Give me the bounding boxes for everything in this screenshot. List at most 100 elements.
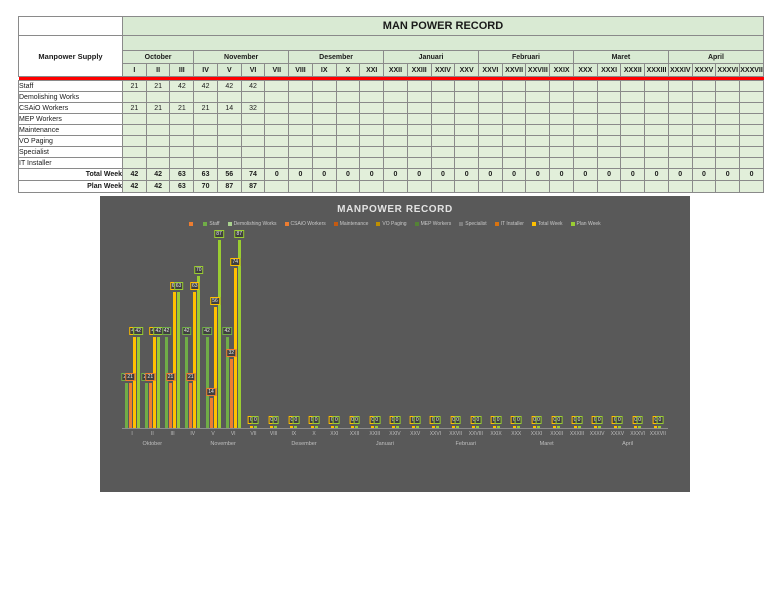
cell[interactable]: [478, 135, 503, 147]
cell[interactable]: [122, 113, 147, 125]
cell[interactable]: [406, 80, 432, 92]
cell[interactable]: [739, 146, 764, 158]
cell[interactable]: [620, 80, 646, 92]
cell[interactable]: 0: [739, 168, 764, 181]
cell[interactable]: [667, 180, 693, 193]
cell[interactable]: [240, 157, 266, 169]
cell[interactable]: [596, 124, 622, 136]
cell[interactable]: [596, 180, 622, 193]
cell[interactable]: [644, 157, 669, 169]
cell[interactable]: [644, 80, 669, 92]
cell[interactable]: [240, 135, 266, 147]
cell[interactable]: [739, 91, 764, 103]
cell[interactable]: [406, 180, 432, 193]
cell[interactable]: [288, 124, 313, 136]
cell[interactable]: [193, 113, 218, 125]
cell[interactable]: [572, 124, 598, 136]
cell[interactable]: [549, 157, 574, 169]
cell[interactable]: [335, 102, 361, 114]
cell[interactable]: [691, 91, 717, 103]
cell[interactable]: 21: [145, 102, 171, 114]
week-header[interactable]: VI: [240, 63, 266, 77]
cell[interactable]: [359, 102, 385, 114]
cell[interactable]: [454, 157, 480, 169]
cell[interactable]: [667, 135, 693, 147]
cell[interactable]: [620, 146, 646, 158]
week-header[interactable]: XXIV: [430, 63, 456, 77]
cell[interactable]: [620, 124, 646, 136]
cell[interactable]: [359, 113, 385, 125]
cell[interactable]: [501, 157, 527, 169]
week-header[interactable]: XXVIII: [525, 63, 551, 77]
cell[interactable]: [501, 102, 527, 114]
cell[interactable]: [311, 102, 337, 114]
cell[interactable]: 42: [122, 180, 147, 193]
cell[interactable]: [288, 180, 313, 193]
legend-item[interactable]: CSAiO Workers: [284, 221, 326, 227]
cell[interactable]: [264, 180, 290, 193]
cell[interactable]: [715, 113, 741, 125]
cell[interactable]: [572, 135, 598, 147]
cell[interactable]: [572, 102, 598, 114]
cell[interactable]: 0: [264, 168, 290, 181]
cell[interactable]: [264, 124, 290, 136]
total-week-label[interactable]: Total Week: [18, 168, 123, 181]
cell[interactable]: [667, 146, 693, 158]
cell[interactable]: [478, 91, 503, 103]
cell[interactable]: [501, 124, 527, 136]
cell[interactable]: [216, 113, 242, 125]
cell[interactable]: [383, 80, 408, 92]
cell[interactable]: [501, 113, 527, 125]
cell[interactable]: [169, 135, 195, 147]
cell[interactable]: [145, 91, 171, 103]
cell[interactable]: [667, 102, 693, 114]
cell[interactable]: [430, 91, 456, 103]
cell[interactable]: [620, 102, 646, 114]
week-header[interactable]: II: [145, 63, 171, 77]
cell[interactable]: 0: [572, 168, 598, 181]
manpower-chart[interactable]: MANPOWER RECORD Staff Demolishing Works CS…: [100, 196, 690, 492]
cell[interactable]: 56: [216, 168, 242, 181]
cell[interactable]: [596, 135, 622, 147]
cell[interactable]: 0: [715, 168, 741, 181]
row-label[interactable]: VO Paging: [18, 135, 123, 147]
cell[interactable]: 0: [311, 168, 337, 181]
cell[interactable]: [478, 124, 503, 136]
cell[interactable]: 63: [169, 168, 195, 181]
cell[interactable]: [240, 124, 266, 136]
week-header[interactable]: V: [216, 63, 242, 77]
cell[interactable]: [596, 91, 622, 103]
cell[interactable]: [691, 80, 717, 92]
cell[interactable]: [169, 124, 195, 136]
legend-item[interactable]: MEP Workers: [414, 221, 451, 227]
cell[interactable]: 42: [145, 168, 171, 181]
cell[interactable]: [501, 146, 527, 158]
cell[interactable]: [525, 124, 551, 136]
cell[interactable]: [691, 157, 717, 169]
cell[interactable]: [145, 124, 171, 136]
cell[interactable]: [264, 135, 290, 147]
cell[interactable]: [122, 146, 147, 158]
cell[interactable]: [430, 157, 456, 169]
cell[interactable]: [525, 157, 551, 169]
cell[interactable]: [406, 102, 432, 114]
cell[interactable]: [691, 124, 717, 136]
cell[interactable]: [572, 113, 598, 125]
cell[interactable]: [549, 113, 574, 125]
cell[interactable]: [193, 146, 218, 158]
cell[interactable]: [478, 157, 503, 169]
cell[interactable]: 21: [193, 102, 218, 114]
cell[interactable]: 42: [240, 80, 266, 92]
cell[interactable]: 70: [193, 180, 218, 193]
row-label[interactable]: CSAiO Workers: [18, 102, 123, 114]
cell[interactable]: [691, 180, 717, 193]
cell[interactable]: 21: [145, 80, 171, 92]
legend-item[interactable]: [189, 222, 195, 226]
cell[interactable]: 0: [430, 168, 456, 181]
cell[interactable]: [264, 113, 290, 125]
cell[interactable]: [525, 102, 551, 114]
row-label[interactable]: Demolishing Works: [18, 91, 123, 103]
month-header[interactable]: April: [667, 50, 765, 64]
cell[interactable]: [145, 113, 171, 125]
cell[interactable]: [169, 91, 195, 103]
